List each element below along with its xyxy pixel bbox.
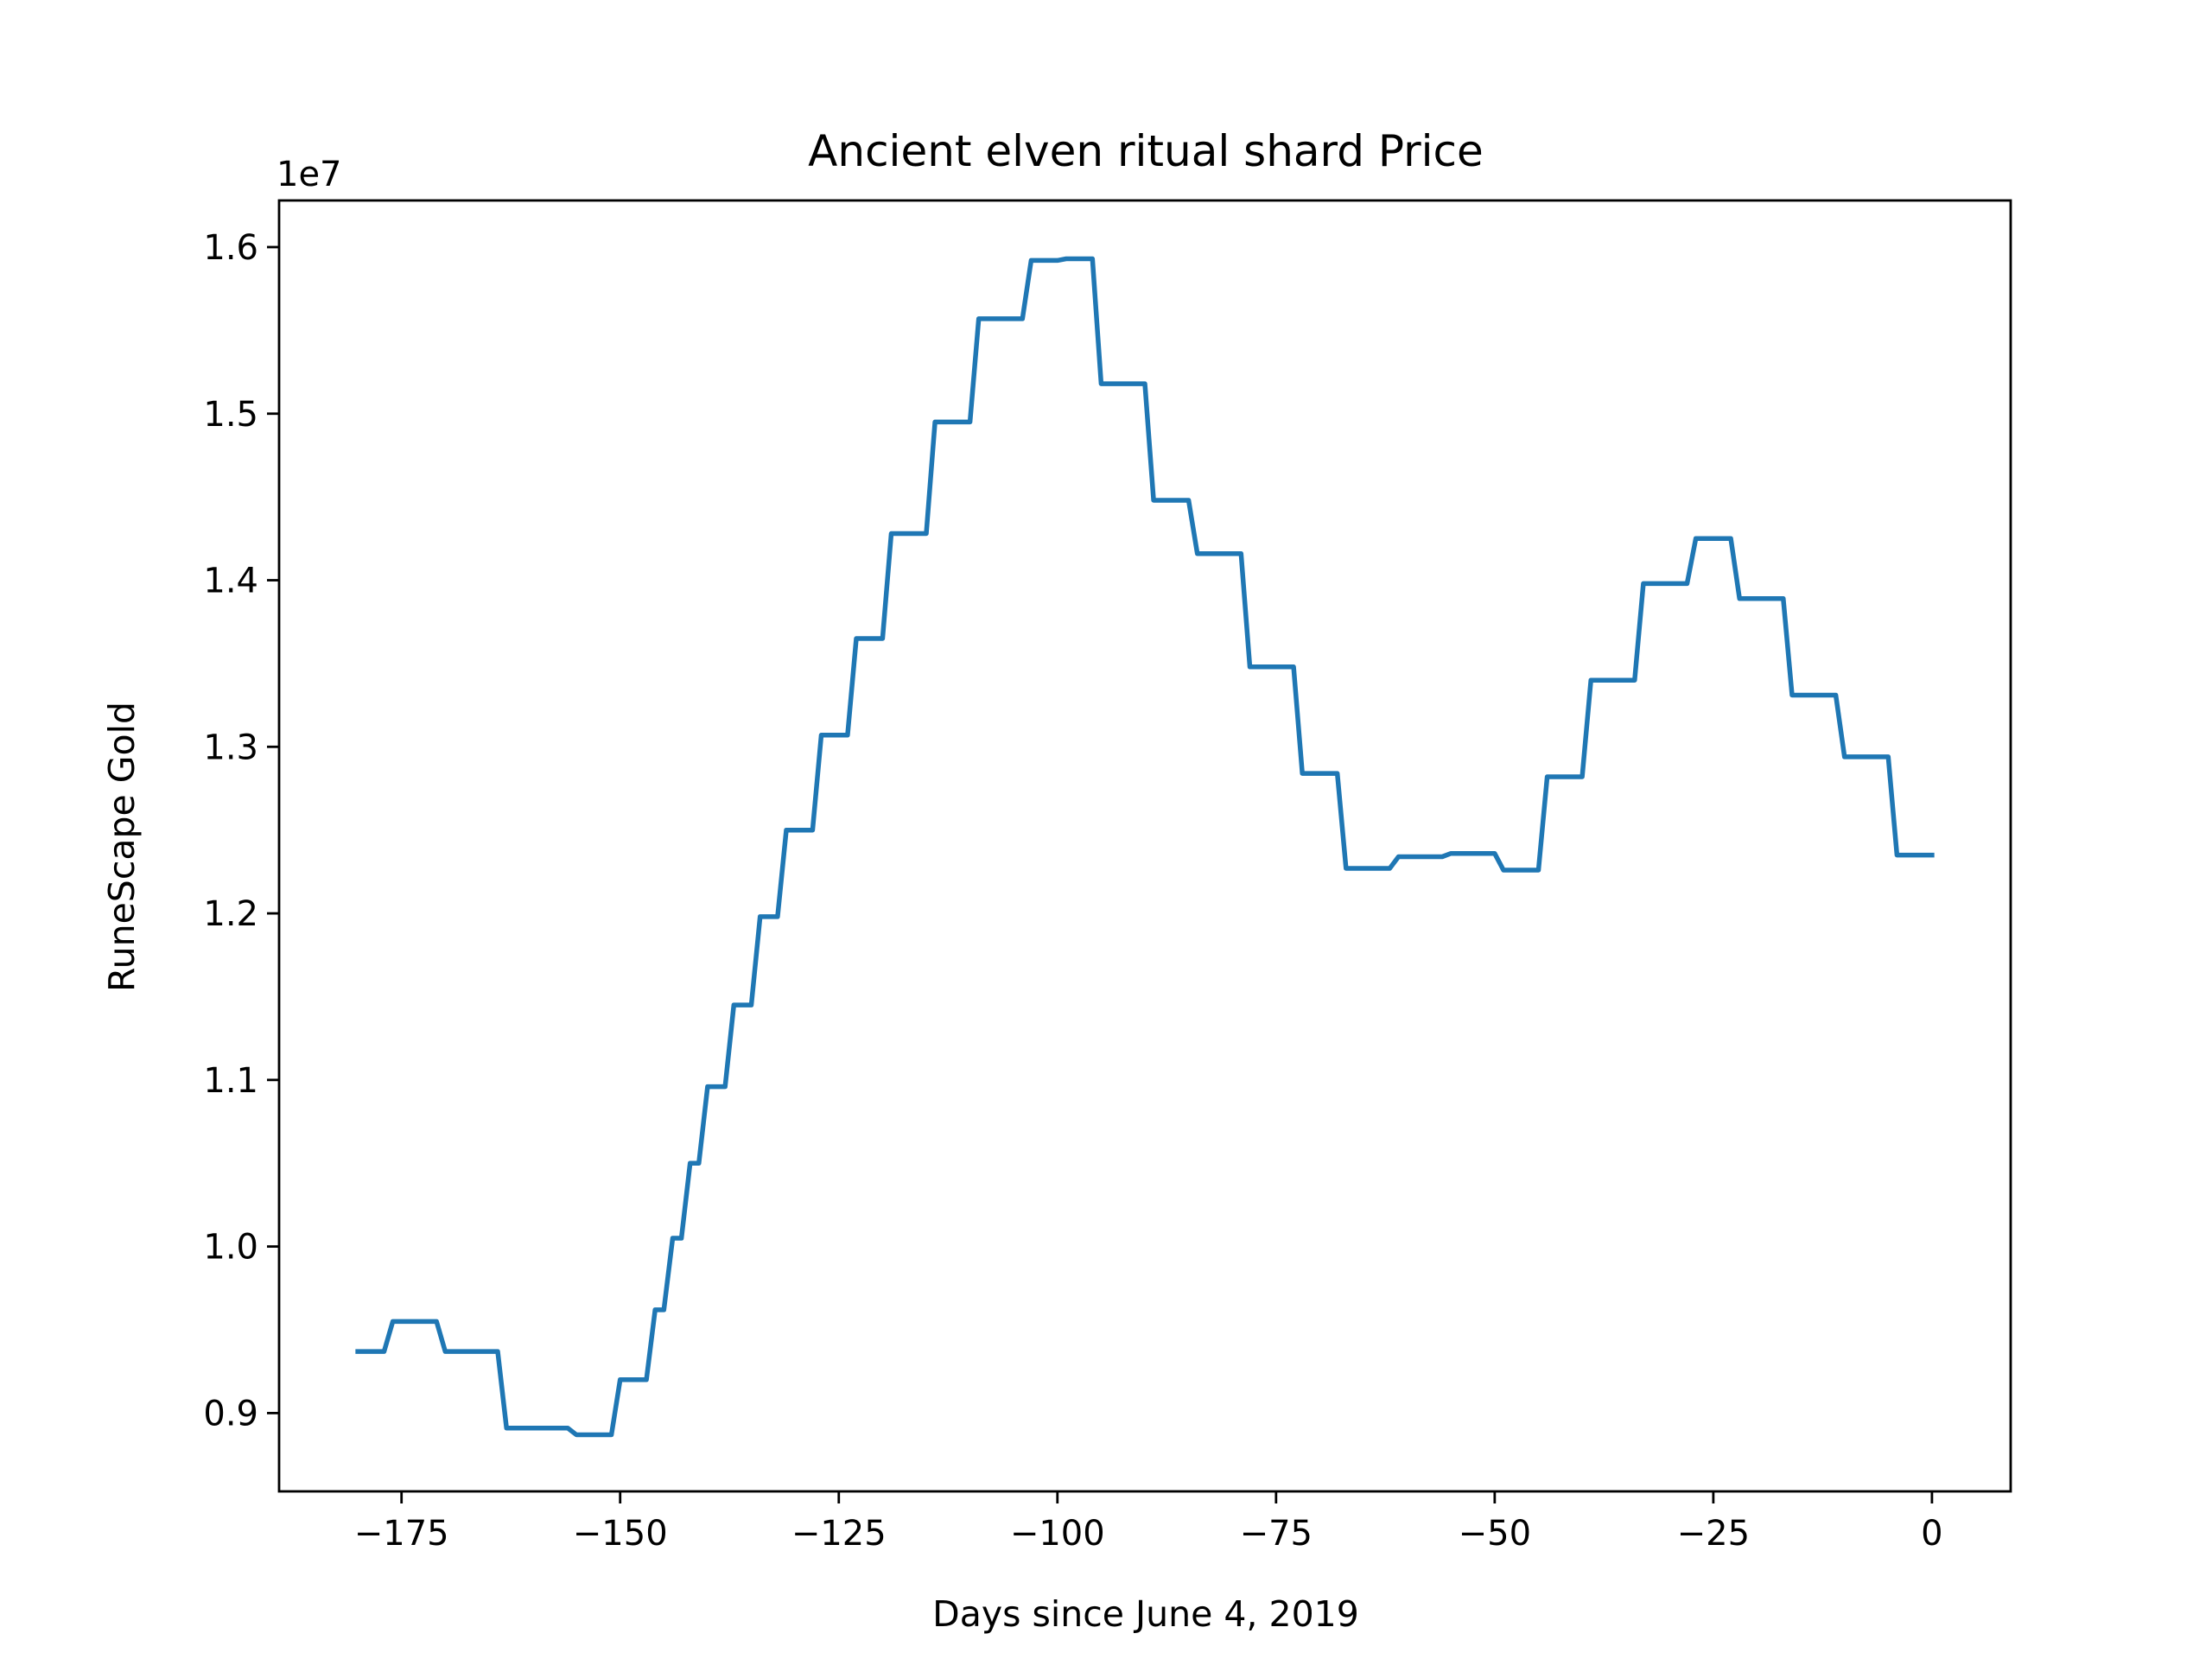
y-tick-label: 1.6 xyxy=(203,228,258,268)
x-axis-label: Days since June 4, 2019 xyxy=(932,1593,1359,1635)
y-axis-label: RuneScape Gold xyxy=(101,702,143,992)
x-tick-label: −175 xyxy=(354,1514,449,1554)
y-tick-label: 1.5 xyxy=(203,395,258,435)
x-tick-label: 0 xyxy=(1921,1514,1942,1554)
x-tick-label: −75 xyxy=(1240,1514,1313,1554)
y-tick-label: 1.1 xyxy=(203,1061,258,1101)
x-tick-label: −100 xyxy=(1010,1514,1105,1554)
series-line-0 xyxy=(355,256,1935,1438)
chart-title: Ancient elven ritual shard Price xyxy=(808,126,1484,176)
x-tick-label: −150 xyxy=(573,1514,668,1554)
y-tick-label: 1.3 xyxy=(203,728,258,767)
y-tick-label: 1.4 xyxy=(203,562,258,601)
x-tick-label: −125 xyxy=(791,1514,887,1554)
y-tick-label: 1.0 xyxy=(203,1228,258,1268)
plot-frame xyxy=(277,199,2012,1493)
x-tick-label: −50 xyxy=(1459,1514,1531,1554)
y-offset-label: 1e7 xyxy=(276,155,342,194)
y-tick-label: 1.2 xyxy=(203,894,258,934)
x-tick-label: −25 xyxy=(1677,1514,1750,1554)
y-tick-label: 0.9 xyxy=(203,1394,258,1433)
plot-area: −175 −150 −125 −100 −75 −50 −25 0 0.9 1.0 1.1 1.2 1.… xyxy=(203,199,2012,1554)
